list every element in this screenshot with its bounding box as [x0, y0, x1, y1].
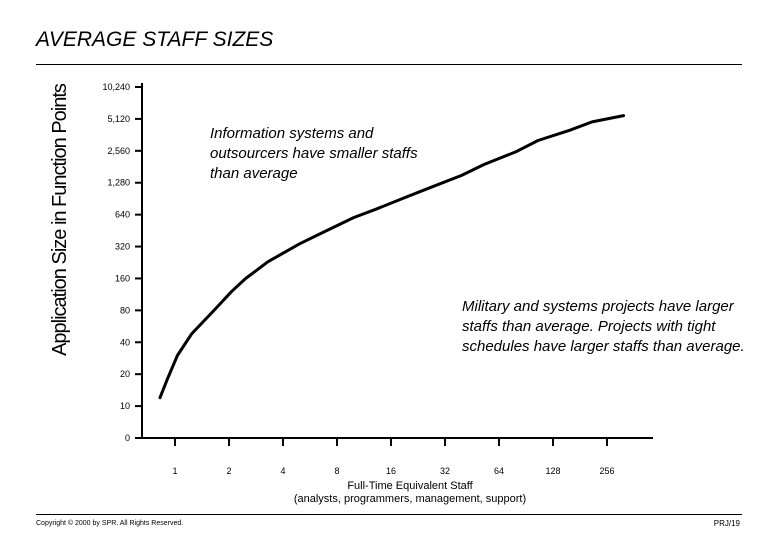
- x-tick-label: 32: [440, 466, 450, 476]
- x-tick-label: 64: [494, 466, 504, 476]
- x-axis-label-line2: (analysts, programmers, management, supp…: [293, 493, 527, 505]
- y-tick-label: 640: [115, 210, 130, 220]
- y-tick-label: 1,280: [107, 178, 130, 188]
- x-tick-label: 8: [334, 466, 339, 476]
- annotation-military-systems: Military and systems projects have large…: [462, 298, 745, 355]
- x-tick-label: 4: [280, 466, 285, 476]
- title-divider: [36, 64, 742, 65]
- y-tick-label: 20: [120, 369, 130, 379]
- y-tick-label: 0: [125, 433, 130, 443]
- y-tick-label: 10,240: [102, 82, 130, 92]
- y-tick-label: 80: [120, 305, 130, 315]
- y-axis-label: Application Size in Function Points: [49, 84, 71, 356]
- footer-divider: [36, 514, 742, 515]
- x-tick-label: 2: [226, 466, 231, 476]
- x-tick-label: 128: [545, 466, 560, 476]
- slide-title: AVERAGE STAFF SIZES: [36, 28, 274, 51]
- y-tick-label: 40: [120, 337, 130, 347]
- copyright-footer: Copyright © 2000 by SPR. All Rights Rese…: [36, 520, 184, 527]
- x-tick-label: 16: [386, 466, 396, 476]
- page-number: PRJ/19: [713, 519, 740, 528]
- series-line-0: [158, 114, 626, 400]
- y-tick-label: 160: [115, 273, 130, 283]
- x-axis-label-line1: Full-Time Equivalent Staff: [347, 480, 473, 492]
- y-tick-label: 10: [120, 401, 130, 411]
- y-tick-label: 2,560: [107, 146, 130, 156]
- y-tick-label: 320: [115, 242, 130, 252]
- x-tick-label: 1: [172, 466, 177, 476]
- x-tick-label: 256: [599, 466, 614, 476]
- y-tick-label: 5,120: [107, 114, 130, 124]
- x-axis-label: Full-Time Equivalent Staff (analysts, pr…: [200, 480, 620, 506]
- annotation-information-systems: Information systems and outsourcers have…: [210, 125, 418, 182]
